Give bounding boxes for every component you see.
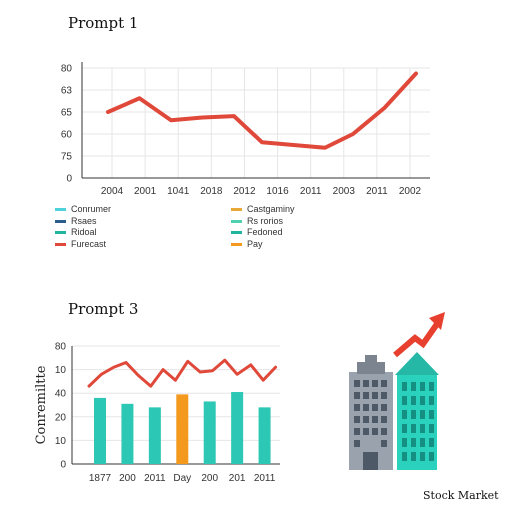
x-tick-label: 1016 xyxy=(266,186,289,197)
caption-stock-market: Stock Market xyxy=(423,489,499,502)
legend-label: Rsaes xyxy=(71,215,97,226)
bar xyxy=(203,401,216,464)
legend-swatch xyxy=(231,242,242,246)
y-tick-label: 10 xyxy=(55,436,67,447)
x-tick-label: 2001 xyxy=(134,186,157,197)
chart-2-title: Prompt 3 xyxy=(68,300,139,318)
rising-arrow-icon xyxy=(393,312,445,358)
stock-market-illustration xyxy=(349,312,445,470)
y-tick-label: 20 xyxy=(55,412,67,423)
bar xyxy=(148,407,161,464)
y-tick-label: 0 xyxy=(60,460,66,471)
legend-entry: Conrumer xyxy=(55,204,111,214)
x-tick-label: Day xyxy=(173,473,191,484)
x-tick-label: 2011 xyxy=(366,186,388,197)
legend-label: Conrumer xyxy=(71,204,112,214)
chart-1-title: Prompt 1 xyxy=(68,14,139,32)
legend-entry: Rsaes xyxy=(55,216,97,226)
legend-label: Furecast xyxy=(71,238,107,249)
x-tick-label: 2011 xyxy=(300,186,322,197)
x-tick-label: 2011 xyxy=(144,473,166,484)
bar xyxy=(258,407,271,464)
legend-label: Fedoned xyxy=(247,227,283,237)
legend-swatch xyxy=(231,231,242,235)
legend-swatch xyxy=(55,242,66,246)
office-building-gray xyxy=(349,355,393,470)
series-line xyxy=(106,71,418,150)
legend-entry: Ridoal xyxy=(55,227,97,237)
legend-entry: Furecast xyxy=(55,239,106,249)
office-tower-teal xyxy=(395,352,439,470)
legend-entry: Fedoned xyxy=(231,227,283,237)
legend-label: Pay xyxy=(247,238,263,249)
x-tick-label: 201 xyxy=(229,473,246,484)
bar xyxy=(121,403,134,464)
bar xyxy=(94,397,106,464)
legend-label: Ridoal xyxy=(71,227,97,237)
x-tick-label: 2011 xyxy=(254,473,276,484)
legend-entry: Castgaminy xyxy=(231,204,295,214)
legend-label: Castgaminy xyxy=(247,204,295,214)
y-tick-label: 80 xyxy=(61,64,73,75)
y-tick-label: 60 xyxy=(61,130,73,141)
x-tick-label: 2018 xyxy=(200,186,223,197)
x-tick-label: 2004 xyxy=(101,186,124,197)
x-tick-label: 2003 xyxy=(333,186,356,197)
series-line xyxy=(87,358,278,388)
y-tick-label: 10 xyxy=(55,365,67,376)
y-tick-label: 65 xyxy=(61,108,73,119)
legend-entry: Rs rorios xyxy=(231,216,283,226)
x-tick-label: 200 xyxy=(201,473,218,484)
y-axis-label: Conremiltte xyxy=(34,365,49,444)
y-tick-label: 0 xyxy=(66,174,72,185)
legend-swatch xyxy=(231,219,242,223)
x-tick-label: 2002 xyxy=(399,186,422,197)
x-tick-label: 200 xyxy=(119,473,136,484)
y-tick-label: 63 xyxy=(61,86,73,97)
bar xyxy=(176,394,189,464)
legend-swatch xyxy=(55,219,66,223)
bar xyxy=(231,392,244,464)
chart-2-plot: 0 10 20 40 10 80 Conremiltte 1877 200 2011 Day 200 2… xyxy=(34,342,280,484)
legend-swatch xyxy=(55,231,66,235)
x-tick-label: 1041 xyxy=(167,186,190,197)
legend-label: Rs rorios xyxy=(247,215,284,226)
y-tick-label: 80 xyxy=(55,342,67,353)
legend-swatch xyxy=(231,208,242,212)
legend-entry: Pay xyxy=(231,239,263,249)
y-tick-label: 40 xyxy=(55,389,67,400)
y-tick-label: 75 xyxy=(61,152,73,163)
legend-swatch xyxy=(55,208,66,212)
x-tick-label: 2012 xyxy=(233,186,256,197)
x-tick-label: 1877 xyxy=(89,473,112,484)
chart-1-legend: Conrumer Castgaminy Rsaes Rs rorios Ridoal Fe… xyxy=(55,204,355,254)
chart-1-plot: 0 75 60 65 63 80 2004 2001 1041 2018 2012 1016 2011 2… xyxy=(61,62,430,197)
